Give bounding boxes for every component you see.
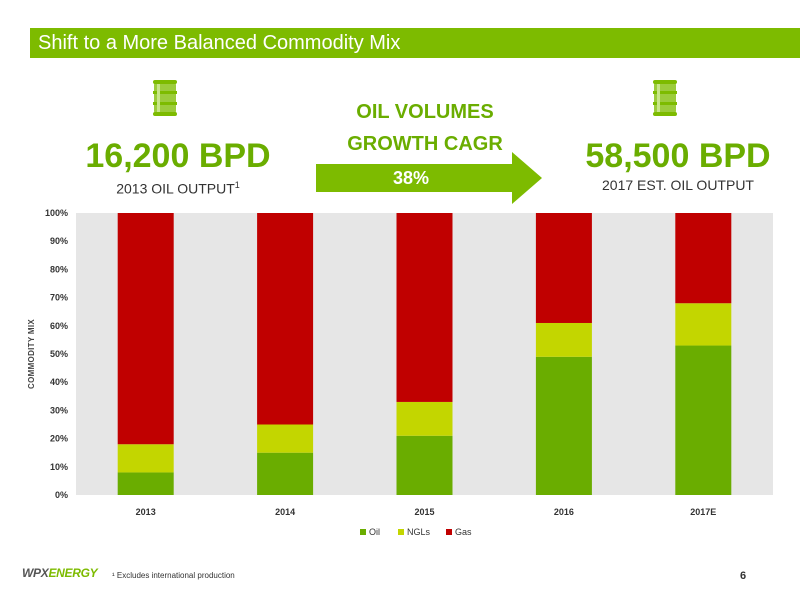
bar-gas-2016 (535, 213, 592, 323)
y-tick-label: 40% (50, 377, 68, 387)
legend-swatch-ngls (398, 529, 404, 535)
legend-swatch-oil (360, 529, 366, 535)
y-axis-label: COMMODITY MIX (27, 319, 36, 389)
bar-oil-2017e (675, 345, 732, 495)
y-tick-label: 90% (50, 236, 68, 246)
cagr-heading-line2: GROWTH CAGR (347, 133, 503, 155)
left-stat-value: 16,200 BPD (85, 137, 271, 175)
x-tick-label: 2016 (554, 507, 574, 517)
legend-swatch-gas (446, 529, 452, 535)
x-axis-ticks: 2013 2014 2015 2016 2017E (136, 507, 717, 517)
bar-oil-2014 (257, 452, 314, 495)
x-tick-label: 2014 (275, 507, 295, 517)
footnote: ¹ Excludes international production (112, 571, 235, 580)
y-tick-label: 30% (50, 405, 68, 415)
bars-group (117, 213, 732, 495)
oil-barrel-icon (652, 78, 678, 118)
slide-title: Shift to a More Balanced Commodity Mix (30, 28, 800, 58)
oil-barrel-icon (152, 78, 178, 118)
bar-oil-2013 (117, 472, 174, 495)
bar-ngls-2014 (257, 424, 314, 453)
growth-arrow-icon (316, 150, 542, 206)
bar-gas-2015 (396, 213, 453, 402)
y-tick-label: 10% (50, 462, 68, 472)
y-tick-label: 20% (50, 434, 68, 444)
y-tick-label: 60% (50, 321, 68, 331)
legend: Oil NGLs Gas (360, 527, 472, 537)
legend-label-gas: Gas (455, 527, 472, 537)
y-axis-ticks: 0% 10% 20% 30% 40% 50% 60% 70% 80% 90% 100% (45, 208, 68, 500)
y-tick-label: 50% (50, 349, 68, 359)
x-tick-label: 2015 (414, 507, 434, 517)
chart-svg: 0%10%20%30%40%50%60%70%80%90%100% 2013 20… (27, 208, 773, 537)
logo-part-b: ENERGY (48, 566, 98, 580)
page-number: 6 (740, 570, 747, 582)
logo-part-a: WPX (22, 566, 49, 580)
y-tick-label: 80% (50, 264, 68, 274)
y-tick-label: 0% (55, 490, 68, 500)
x-tick-label: 2017E (690, 507, 716, 517)
commodity-mix-chart: 0% 10% 20% 30% 40% 50% 60% 70% 80% 90% 100% 2013 20… (0, 200, 800, 550)
bar-ngls-2013 (117, 444, 174, 473)
bar-oil-2016 (535, 356, 592, 495)
legend-label-oil: Oil (369, 527, 380, 537)
bar-gas-2013 (117, 213, 174, 445)
y-tick-label: 70% (50, 293, 68, 303)
cagr-value: 38% (392, 168, 430, 188)
legend-label-ngls: NGLs (407, 527, 431, 537)
cagr-heading-line1: OIL VOLUMES (356, 101, 494, 123)
bar-gas-2014 (257, 213, 314, 425)
footnote-marker: 1 (234, 180, 240, 190)
bar-ngls-2017e (675, 303, 732, 346)
bar-oil-2015 (396, 435, 453, 495)
right-stat-label: 2017 EST. OIL OUTPUT (602, 177, 754, 193)
right-stat-value: 58,500 BPD (585, 137, 771, 175)
company-logo: WPXENERGY (22, 566, 98, 580)
bar-ngls-2015 (396, 401, 453, 436)
left-stat-label: 2013 OIL OUTPUT1 (116, 180, 240, 197)
y-tick-label: 100% (45, 208, 68, 218)
bar-gas-2017e (675, 213, 732, 304)
x-tick-label: 2013 (136, 507, 156, 517)
bar-ngls-2016 (535, 322, 592, 357)
